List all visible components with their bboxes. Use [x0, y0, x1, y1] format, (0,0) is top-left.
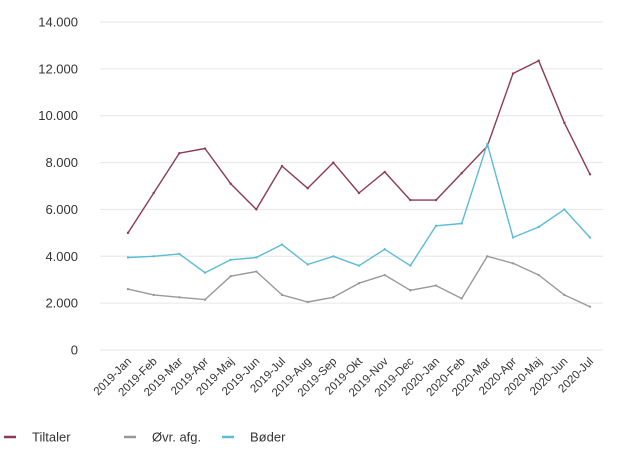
data-point [357, 264, 361, 267]
data-point [434, 284, 438, 287]
data-point [229, 182, 232, 185]
data-point [126, 231, 130, 235]
data-point [306, 263, 309, 266]
data-point [126, 256, 130, 259]
data-point [357, 191, 361, 195]
y-tick-label: 8.000 [45, 155, 78, 170]
data-point [383, 170, 386, 174]
data-point [511, 262, 515, 265]
data-point [229, 258, 232, 261]
data-point [229, 275, 232, 278]
data-point [152, 191, 155, 195]
data-point [332, 255, 335, 258]
data-point [280, 293, 284, 297]
data-point [178, 152, 181, 155]
series-line-2 [127, 255, 591, 308]
series-line-1 [127, 60, 591, 234]
legend-label: Bøder [250, 430, 286, 445]
data-point [537, 273, 540, 277]
data-point [537, 59, 540, 62]
data-point [280, 243, 284, 246]
data-point [332, 161, 335, 164]
data-point [588, 173, 592, 176]
data-point [383, 248, 386, 251]
y-tick-label: 0 [71, 343, 78, 358]
data-point [434, 224, 438, 228]
data-point [280, 164, 284, 168]
data-point [409, 198, 412, 202]
data-point [152, 293, 155, 297]
data-point [178, 252, 181, 256]
legend-label: Øvr. afg. [152, 430, 201, 445]
data-point [434, 198, 438, 202]
y-axis-ticks: 0 2.000 4.000 6.000 8.000 10.000 12.000 14.000 [38, 15, 78, 358]
data-point [588, 236, 592, 239]
data-point [563, 293, 566, 297]
data-point [537, 225, 540, 229]
legend-item[interactable]: Øvr. afg. [124, 430, 201, 445]
gridlines [100, 21, 603, 351]
data-point [460, 297, 463, 300]
y-tick-label: 10.000 [38, 108, 78, 123]
data-point [332, 296, 335, 299]
y-tick-label: 12.000 [38, 61, 78, 76]
data-point [255, 256, 258, 259]
data-point [152, 255, 155, 258]
data-point [383, 273, 386, 277]
y-tick-label: 2.000 [45, 296, 78, 311]
data-point [563, 208, 566, 211]
data-point [178, 296, 181, 299]
data-point [255, 270, 258, 273]
legend: Tiltaler Øvr. afg. Bøder [4, 430, 286, 445]
data-point [255, 208, 258, 211]
data-point [126, 287, 130, 291]
y-tick-label: 6.000 [45, 202, 78, 217]
data-point [409, 264, 412, 267]
data-point [486, 255, 489, 258]
data-point [306, 300, 309, 304]
data-point [460, 222, 463, 225]
data-point [306, 187, 309, 190]
y-tick-label: 14.000 [38, 15, 78, 30]
data-point [203, 271, 207, 274]
legend-item[interactable]: Bøder [222, 430, 286, 445]
data-point [409, 289, 412, 292]
data-point [203, 298, 207, 301]
data-point [511, 236, 515, 239]
data-point [203, 147, 207, 150]
y-tick-label: 4.000 [45, 249, 78, 264]
legend-label: Tiltaler [32, 430, 71, 445]
data-point [460, 171, 463, 175]
legend-item[interactable]: Tiltaler [4, 430, 71, 445]
data-point [511, 72, 515, 75]
series-line-3 [127, 143, 591, 274]
x-axis-ticks: 2019-Jan2019-Feb2019-Mar2019-Apr2019-Maj… [92, 355, 596, 399]
data-point [563, 121, 566, 124]
data-point [588, 305, 592, 308]
series-lines [126, 59, 592, 308]
data-point [357, 282, 361, 285]
data-point [486, 142, 489, 146]
